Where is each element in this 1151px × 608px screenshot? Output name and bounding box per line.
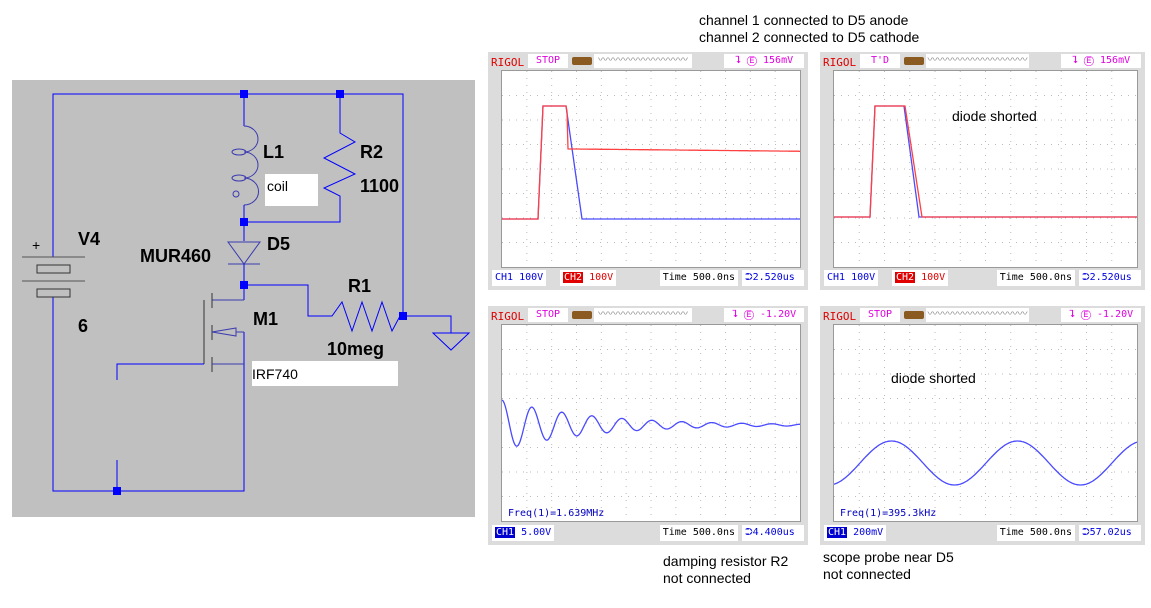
label-v4: V4 [78,229,100,249]
trigger-level: ⮧ Ⓔ -1.20V [724,308,804,322]
label-r2: R2 [360,142,383,162]
ch1-scale: CH1 200mV [824,525,887,541]
timebase: Time 500.0ns [996,270,1075,286]
label-d5-value: MUR460 [140,246,211,266]
label-l1: L1 [263,142,284,162]
trigger-edge-icon: ⮧ Ⓔ [1068,309,1098,320]
scope-grid [502,71,800,267]
trigger-offset: ⮊4.400us [742,525,804,541]
oscilloscope-screenshot-3: RIGOL STOP 〰〰〰〰〰〰〰〰〰〰〰〰〰 ⮧ Ⓔ -1.20V Freq… [488,306,808,545]
trigger-offset: ⮊57.02us [1079,525,1141,541]
run-status: STOP [860,308,900,322]
battery-icon [904,57,924,65]
oscilloscope-screenshot-1: RIGOL STOP 〰〰〰〰〰〰〰〰〰〰〰〰〰 ⮧ Ⓔ 156mV CH1 1… [488,52,808,290]
ch2-trace [502,105,800,220]
trigger-level: ⮧ Ⓔ -1.20V [1061,308,1141,322]
scope-grid [833,325,1138,521]
trigger-edge-icon: ⮧ Ⓔ [734,55,764,66]
annotation: diode shorted [952,108,1037,124]
battery-icon [572,57,592,65]
scope-grid [834,71,1137,267]
label-v4-value: 6 [78,316,88,336]
battery-icon [572,311,592,319]
ch1-trace [501,399,801,447]
oscilloscope-screenshot-2: RIGOL T'D 〰〰〰〰〰〰〰〰〰〰〰〰〰 ⮧ Ⓔ 156mV diode … [820,52,1145,290]
ch2-scale: CH2 100V [560,270,617,286]
label-r2-value: 1100 [360,176,399,196]
run-status: T'D [860,54,900,68]
ch1-scale: CH1 100V [492,270,547,286]
label-d5: D5 [267,234,290,254]
ch1-scale: CH1 5.00V [492,525,555,541]
scope-grid [501,325,801,521]
caption-probe: scope probe near D5 [823,549,954,565]
brand: RIGOL [491,310,525,323]
brand: RIGOL [823,56,857,69]
caption-ch1: channel 1 connected to D5 anode [699,12,909,28]
trigger-edge-icon: ⮧ Ⓔ [1071,55,1101,66]
run-status: STOP [528,54,568,68]
trigger-position-icon: ⮊ [1082,272,1090,283]
memory-position-bar: 〰〰〰〰〰〰〰〰〰〰〰〰〰 [926,54,1029,68]
trigger-position-icon: ⮊ [1082,527,1090,538]
caption-ch2: channel 2 connected to D5 cathode [699,29,920,45]
brand: RIGOL [823,310,857,323]
caption-r2: damping resistor R2 [663,553,789,569]
frequency-readout: Freq(1)=395.3kHz [840,508,937,519]
memory-position-bar: 〰〰〰〰〰〰〰〰〰〰〰〰〰 [926,308,1029,322]
label-l1-value: coil [267,178,288,194]
timebase: Time 500.0ns [996,525,1075,541]
trigger-level: ⮧ Ⓔ 156mV [724,54,804,68]
label-m1-value: IRF740 [252,366,298,382]
ch2-trace [834,105,1137,218]
timebase: Time 500.0ns [659,525,738,541]
trigger-level: ⮧ Ⓔ 156mV [1061,54,1141,68]
trigger-offset: ⮊2.520us [742,270,804,286]
frequency-readout: Freq(1)=1.639MHz [508,508,605,519]
ch1-trace [833,440,1138,486]
label-m1: M1 [253,309,278,329]
caption-r2-2: not connected [663,570,751,586]
label-r1: R1 [348,276,371,296]
trigger-offset: ⮊2.520us [1079,270,1141,286]
caption-probe-2: not connected [823,566,911,582]
trigger-edge-icon: ⮧ Ⓔ [731,309,761,320]
label-v4-plus: + [32,237,40,253]
brand: RIGOL [491,56,525,69]
run-status: STOP [528,308,568,322]
annotation: diode shorted [891,370,976,386]
ch2-scale: CH2 100V [892,270,949,286]
timebase: Time 500.0ns [659,270,738,286]
memory-position-bar: 〰〰〰〰〰〰〰〰〰〰〰〰〰 [594,54,692,68]
trigger-position-icon: ⮊ [745,527,753,538]
label-r1-value: 10meg [327,339,384,359]
ch1-scale: CH1 100V [824,270,879,286]
battery-icon [904,311,924,319]
oscilloscope-screenshot-4: RIGOL STOP 〰〰〰〰〰〰〰〰〰〰〰〰〰 ⮧ Ⓔ -1.20V Freq… [820,306,1145,545]
circuit-schematic: L1 coil R2 1100 V4 + 6 D5 MUR460 R1 10me… [12,80,475,517]
memory-position-bar: 〰〰〰〰〰〰〰〰〰〰〰〰〰 [594,308,692,322]
trigger-position-icon: ⮊ [745,272,753,283]
